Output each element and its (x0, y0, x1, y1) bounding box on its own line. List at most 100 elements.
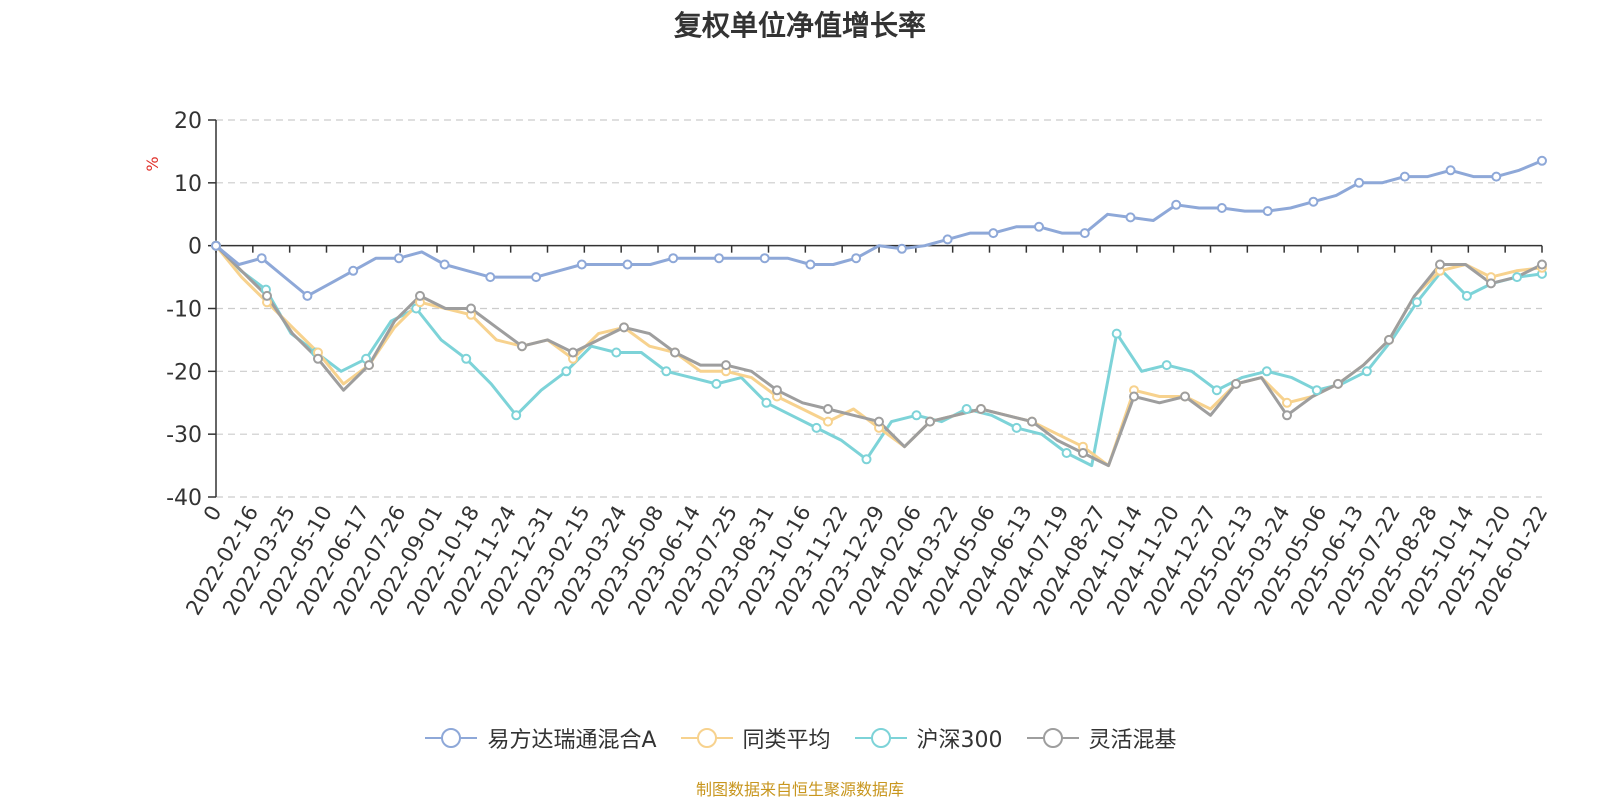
data-point (861, 454, 872, 465)
data-point (619, 322, 629, 333)
data-point (1078, 448, 1088, 458)
data-point (1011, 422, 1022, 433)
data-point (1282, 410, 1292, 421)
source-note: 制图数据来自恒生聚源数据库 (695, 780, 904, 799)
data-point (1161, 360, 1172, 371)
data-point (211, 240, 221, 251)
data-point (805, 259, 816, 270)
data-point (811, 422, 822, 433)
legend: 易方达瑞通混合A 同类平均 沪深300 灵活混基 (0, 722, 1600, 754)
y-tick-label: -10 (166, 298, 202, 323)
data-point (1027, 416, 1037, 427)
legend-label: 沪深300 (916, 728, 1003, 753)
data-point (302, 290, 313, 301)
data-point (661, 366, 672, 377)
data-point (1034, 221, 1044, 232)
data-point (823, 404, 833, 414)
data-point (517, 341, 527, 352)
data-point (714, 253, 724, 264)
data-point (1435, 259, 1445, 270)
axis-layer: 20100-10-20-30-4002022-02-162022-03-2520… (166, 109, 1552, 619)
data-point (772, 385, 782, 396)
y-tick-label: -40 (166, 486, 202, 511)
y-tick-label: -30 (166, 423, 202, 448)
data-point (364, 360, 374, 371)
x-tick-label: 0 (199, 502, 226, 526)
data-point (1333, 378, 1343, 389)
y-tick-label: -20 (166, 360, 202, 385)
data-point (466, 303, 476, 314)
legend-label: 易方达瑞通混合A (487, 728, 657, 753)
data-point (1129, 391, 1139, 402)
data-point (976, 404, 986, 414)
data-point (256, 253, 267, 264)
data-point (1211, 385, 1222, 396)
legend-item-1[interactable]: 同类平均 (679, 722, 831, 754)
data-point (942, 234, 953, 245)
y-tick-label: 20 (174, 109, 202, 134)
data-point (711, 378, 722, 389)
data-point (925, 416, 935, 427)
data-point (1079, 228, 1090, 239)
y-axis-unit: % (143, 156, 162, 171)
data-point (1216, 203, 1227, 213)
legend-item-0[interactable]: 易方达瑞通混合A (423, 722, 657, 754)
data-point (1461, 290, 1472, 301)
data-point (1308, 196, 1319, 207)
data-point (1311, 385, 1322, 396)
data-point (1537, 259, 1547, 270)
data-point (1445, 165, 1456, 176)
data-point (1282, 397, 1292, 408)
legend-item-2[interactable]: 沪深300 (853, 722, 1003, 754)
marker-layer (211, 155, 1547, 465)
data-point (851, 253, 862, 264)
y-tick-label: 10 (174, 172, 202, 197)
data-point (622, 259, 633, 270)
chart-title: 复权单位净值增长率 (673, 9, 926, 42)
data-point (874, 416, 884, 427)
legend-swatch (425, 728, 478, 748)
data-point (1231, 378, 1241, 389)
data-point (511, 410, 522, 421)
data-point (1354, 177, 1365, 188)
legend-label: 同类平均 (742, 728, 831, 753)
data-point (1111, 328, 1122, 339)
data-point (668, 253, 679, 264)
data-point (561, 366, 572, 377)
data-point (531, 272, 542, 283)
series-line-0 (215, 159, 1543, 298)
data-point (1171, 199, 1182, 210)
data-point (1486, 278, 1496, 289)
legend-item-3[interactable]: 灵活混基 (1025, 722, 1177, 754)
data-point (1180, 391, 1190, 402)
data-point (1411, 297, 1422, 308)
data-point (988, 228, 999, 239)
data-point (576, 259, 587, 270)
data-point (485, 272, 496, 283)
legend-swatch (1026, 728, 1079, 748)
data-point (670, 347, 680, 358)
data-point (393, 253, 404, 264)
data-point (1399, 171, 1410, 182)
data-point (262, 290, 272, 301)
data-point (1262, 206, 1273, 217)
data-point (721, 360, 731, 371)
data-point (348, 265, 359, 276)
data-point (1361, 366, 1372, 377)
data-point (1491, 171, 1502, 182)
y-tick-label: 0 (188, 235, 202, 260)
data-point (1537, 155, 1547, 166)
data-point (1061, 448, 1072, 458)
data-point (611, 347, 622, 358)
data-point (313, 353, 323, 364)
legend-label: 灵活混基 (1088, 728, 1177, 753)
legend-swatch (680, 728, 733, 748)
data-point (1125, 212, 1136, 223)
data-point (415, 290, 425, 301)
data-point (961, 404, 972, 414)
data-point (911, 410, 922, 421)
data-point (759, 253, 770, 264)
data-point (1261, 366, 1272, 377)
data-point (896, 243, 907, 254)
